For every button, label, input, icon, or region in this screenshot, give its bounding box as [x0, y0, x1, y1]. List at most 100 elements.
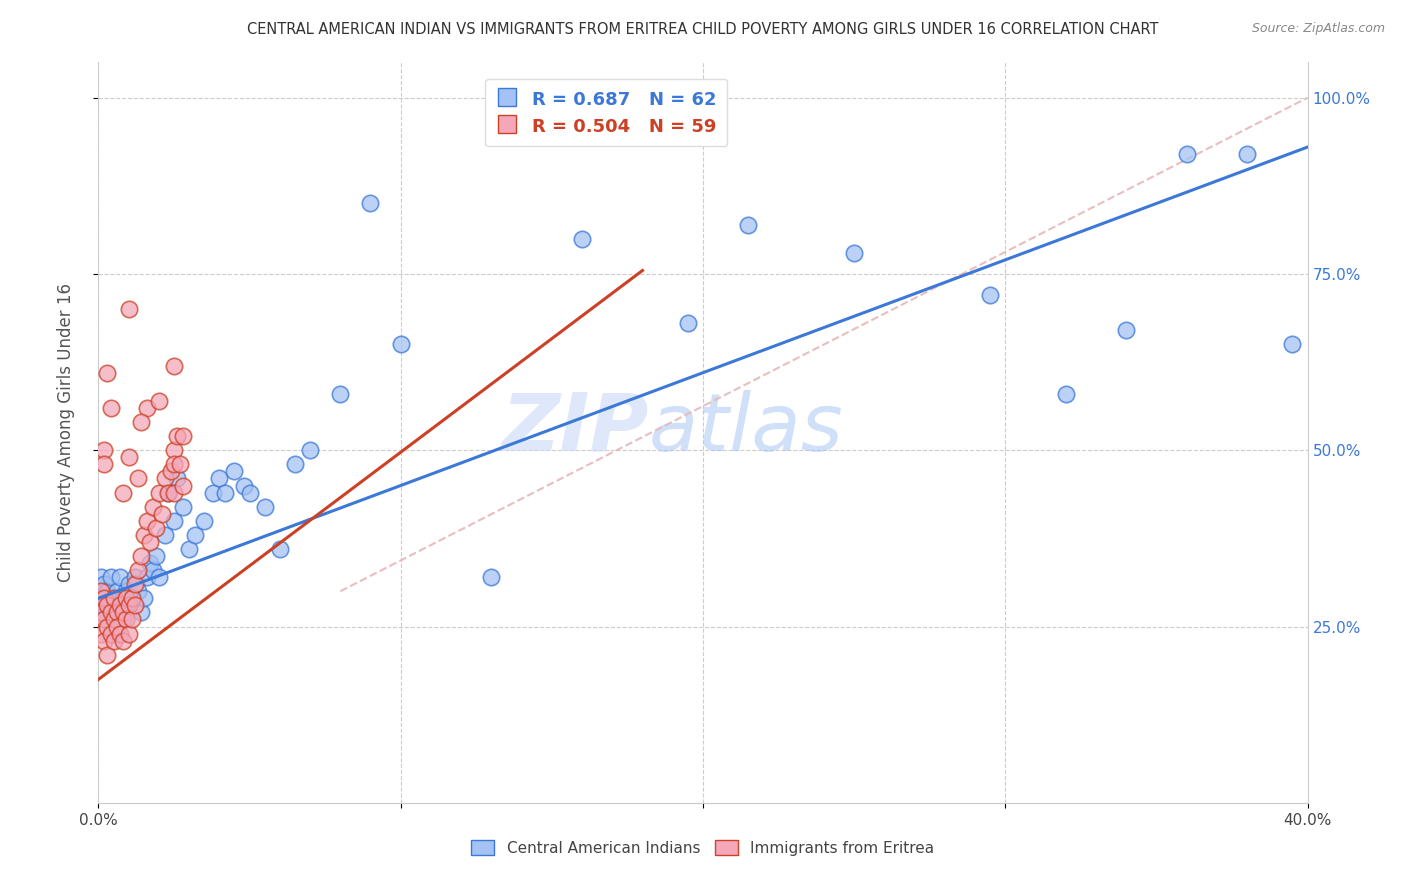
Point [121, 612, 143, 626]
Point [329, 387, 352, 401]
Point [103, 612, 125, 626]
Point [1236, 147, 1258, 161]
Point [148, 485, 170, 500]
Point [105, 619, 128, 633]
Point [163, 514, 186, 528]
Point [127, 584, 149, 599]
Point [148, 393, 170, 408]
Point [118, 302, 141, 317]
Text: ZIP: ZIP [501, 390, 648, 468]
Point [111, 591, 134, 606]
Point [90, 584, 112, 599]
Point [118, 599, 141, 613]
Point [93, 577, 115, 591]
Point [132, 591, 155, 606]
Point [103, 606, 125, 620]
Point [166, 429, 188, 443]
Point [1054, 387, 1077, 401]
Point [121, 591, 143, 606]
Text: CENTRAL AMERICAN INDIAN VS IMMIGRANTS FROM ERITREA CHILD POVERTY AMONG GIRLS UND: CENTRAL AMERICAN INDIAN VS IMMIGRANTS FR… [247, 22, 1159, 37]
Point [93, 443, 115, 458]
Point [145, 521, 167, 535]
Point [284, 458, 307, 472]
Point [118, 450, 141, 465]
Point [90, 570, 112, 584]
Point [111, 633, 134, 648]
Point [172, 429, 194, 443]
Point [100, 606, 122, 620]
Point [163, 458, 186, 472]
Point [96, 584, 118, 599]
Point [132, 528, 155, 542]
Point [129, 549, 152, 563]
Point [127, 563, 149, 577]
Point [844, 245, 866, 260]
Point [481, 570, 503, 584]
Point [184, 528, 207, 542]
Point [389, 337, 412, 351]
Point [108, 626, 131, 640]
Point [105, 606, 128, 620]
Point [148, 570, 170, 584]
Point [163, 359, 186, 373]
Point [93, 599, 115, 613]
Point [139, 535, 162, 549]
Point [253, 500, 276, 514]
Point [179, 541, 201, 556]
Point [299, 443, 322, 458]
Y-axis label: Child Poverty Among Girls Under 16: Child Poverty Among Girls Under 16 [56, 283, 75, 582]
Point [202, 485, 225, 500]
Point [156, 485, 179, 500]
Text: Source: ZipAtlas.com: Source: ZipAtlas.com [1251, 22, 1385, 36]
Point [103, 591, 125, 606]
Point [96, 612, 118, 626]
Point [100, 570, 122, 584]
Point [360, 196, 382, 211]
Point [114, 606, 136, 620]
Point [135, 401, 157, 415]
Point [103, 633, 125, 648]
Point [127, 471, 149, 485]
Point [142, 500, 165, 514]
Point [111, 612, 134, 626]
Point [737, 218, 759, 232]
Point [169, 458, 191, 472]
Point [105, 599, 128, 613]
Point [111, 606, 134, 620]
Point [124, 599, 146, 613]
Point [239, 485, 262, 500]
Point [118, 577, 141, 591]
Point [676, 316, 699, 330]
Point [100, 626, 122, 640]
Point [90, 606, 112, 620]
Point [124, 570, 146, 584]
Point [93, 591, 115, 606]
Point [135, 514, 157, 528]
Point [108, 599, 131, 613]
Point [108, 570, 131, 584]
Point [100, 599, 122, 613]
Point [163, 443, 186, 458]
Point [145, 549, 167, 563]
Point [1175, 147, 1198, 161]
Point [1281, 337, 1303, 351]
Point [150, 507, 173, 521]
Point [103, 591, 125, 606]
Point [90, 591, 112, 606]
Point [121, 591, 143, 606]
Point [118, 626, 141, 640]
Point [114, 591, 136, 606]
Point [979, 288, 1001, 302]
Point [172, 478, 194, 492]
Point [114, 584, 136, 599]
Point [269, 541, 291, 556]
Point [1115, 323, 1137, 337]
Point [214, 485, 236, 500]
Point [96, 599, 118, 613]
Point [163, 485, 186, 500]
Point [193, 514, 215, 528]
Point [160, 464, 183, 478]
Point [232, 478, 254, 492]
Point [129, 415, 152, 429]
Point [124, 577, 146, 591]
